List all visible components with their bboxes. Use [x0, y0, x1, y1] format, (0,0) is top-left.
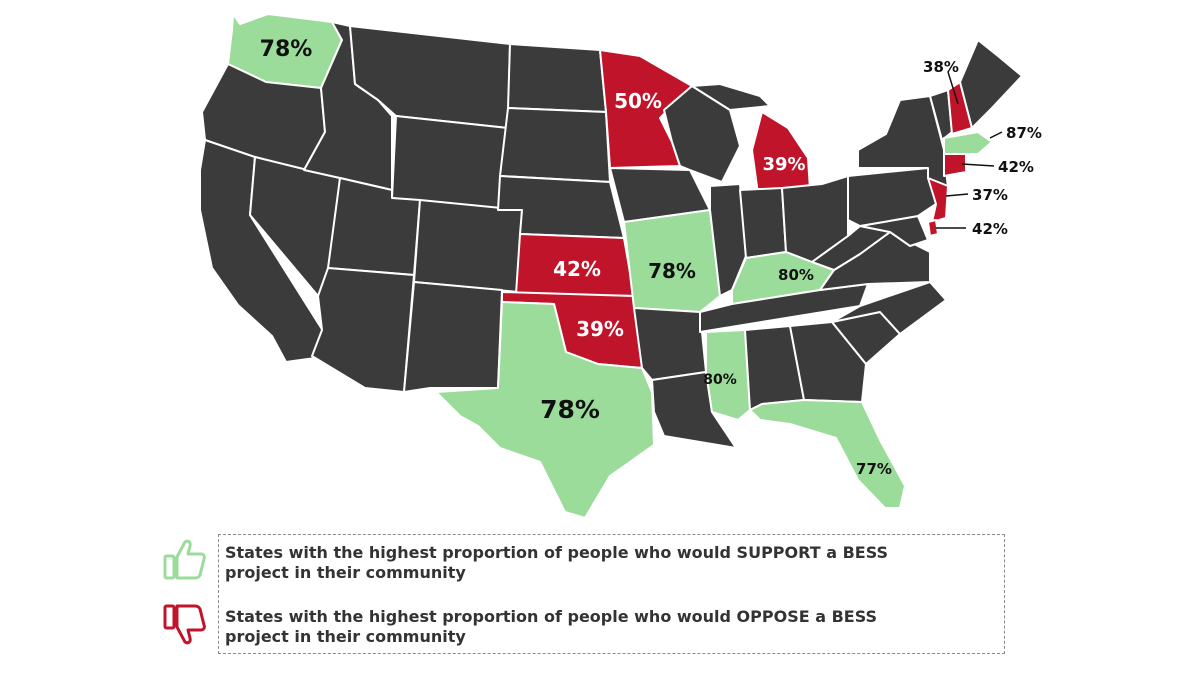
- state-maine: [959, 39, 1023, 129]
- leader-line-nj: [945, 193, 969, 197]
- label-connecticut: 42%: [998, 158, 1034, 176]
- legend-oppose-line1: States with the highest proportion of pe…: [225, 607, 878, 626]
- legend-support-line1: States with the highest proportion of pe…: [225, 543, 889, 562]
- label-mississippi: 80%: [703, 372, 737, 388]
- state-delaware: [927, 219, 939, 237]
- state-texas: [435, 301, 655, 519]
- thumbs-down-icon: [163, 604, 206, 645]
- legend-support-line2: project in their community: [225, 563, 466, 582]
- state-indiana: [739, 187, 787, 259]
- state-massachusetts: [943, 131, 993, 155]
- label-michigan: 39%: [762, 154, 805, 175]
- label-minnesota: 50%: [614, 89, 662, 113]
- state-michigan-upper: [691, 83, 771, 111]
- label-kansas: 42%: [553, 257, 601, 281]
- legend-support-text: States with the highest proportion of pe…: [225, 543, 995, 583]
- label-washington: 78%: [260, 37, 313, 62]
- label-florida: 77%: [856, 460, 892, 478]
- legend-box: States with the highest proportion of pe…: [218, 534, 1005, 654]
- state-north-dakota: [507, 43, 607, 113]
- legend-oppose-text: States with the highest proportion of pe…: [225, 607, 995, 647]
- state-colorado: [413, 199, 523, 293]
- leader-line-nh: [947, 71, 959, 105]
- state-new-jersey: [927, 177, 949, 223]
- state-florida: [749, 399, 906, 509]
- state-arkansas: [633, 307, 707, 381]
- state-connecticut: [943, 153, 967, 177]
- label-missouri: 78%: [648, 259, 696, 283]
- state-pennsylvania: [847, 167, 937, 227]
- label-texas: 78%: [540, 395, 600, 424]
- state-new-mexico: [403, 281, 503, 393]
- leader-line-ct: [961, 163, 995, 167]
- state-michigan: [751, 111, 811, 195]
- state-south-dakota: [499, 107, 611, 183]
- leader-line-ma: [989, 131, 1003, 139]
- state-arizona: [311, 267, 415, 393]
- label-kentucky: 80%: [778, 266, 814, 284]
- thumbs-up-icon: [163, 539, 206, 580]
- label-new-jersey: 37%: [972, 186, 1008, 204]
- label-massachusetts: 87%: [1006, 124, 1042, 142]
- state-wyoming: [391, 115, 509, 211]
- label-new-hampshire: 38%: [923, 58, 959, 76]
- label-oklahoma: 39%: [576, 317, 624, 341]
- label-delaware: 42%: [972, 220, 1008, 238]
- state-missouri: [623, 209, 721, 313]
- legend-oppose-line2: project in their community: [225, 627, 466, 646]
